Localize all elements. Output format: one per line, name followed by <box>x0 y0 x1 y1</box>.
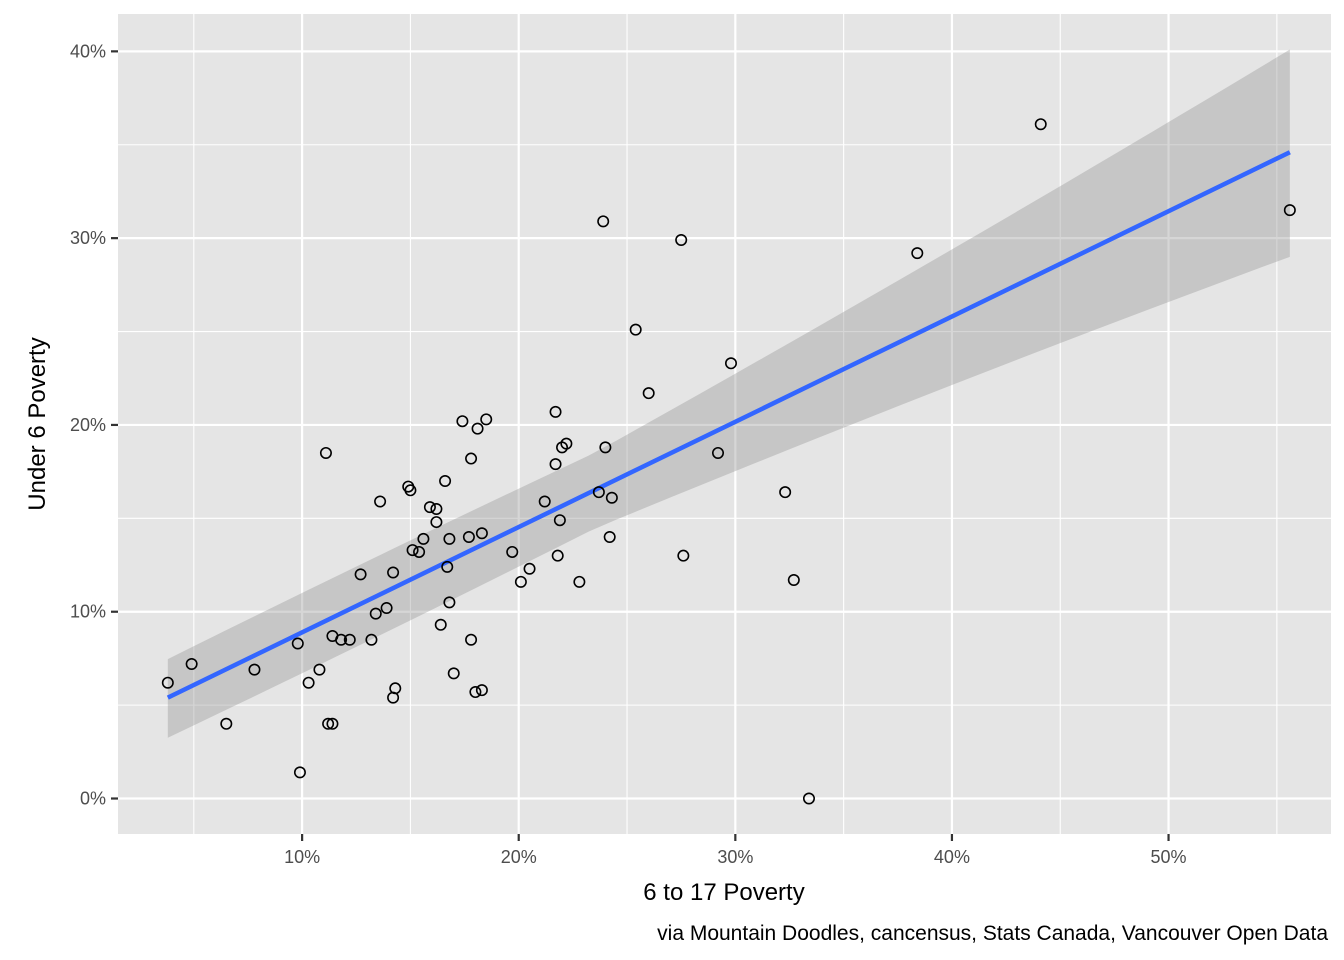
data-point <box>471 422 484 435</box>
data-point <box>465 633 478 646</box>
data-point <box>605 491 618 504</box>
data-point <box>302 676 315 689</box>
data-point <box>599 441 612 454</box>
y-tick-label: 20% <box>70 415 106 435</box>
data-point <box>514 575 527 588</box>
data-point <box>293 766 306 779</box>
data-point <box>1034 118 1047 131</box>
data-point <box>380 601 393 614</box>
data-point <box>248 663 261 676</box>
data-point <box>434 618 447 631</box>
data-point <box>365 633 378 646</box>
data-point <box>802 792 815 805</box>
chart-caption: via Mountain Doodles, cancensus, Stats C… <box>657 922 1328 945</box>
trend-line <box>166 150 1291 700</box>
data-point <box>313 663 326 676</box>
y-axis: 0% 10% 20% 30% 40% <box>70 41 118 809</box>
data-point <box>441 560 454 573</box>
data-point <box>326 717 339 730</box>
data-point <box>374 495 387 508</box>
data-point <box>462 531 475 544</box>
data-point <box>475 527 488 540</box>
minor-gridlines <box>118 14 1331 834</box>
data-point <box>456 415 469 428</box>
data-point <box>465 452 478 465</box>
data-point <box>430 502 443 515</box>
x-tick-label: 30% <box>717 847 753 867</box>
data-point <box>354 568 367 581</box>
x-axis-title: 6 to 17 Poverty <box>643 879 804 906</box>
x-tick-label: 20% <box>501 847 537 867</box>
data-point <box>779 486 792 499</box>
data-point <box>551 549 564 562</box>
data-point <box>592 486 605 499</box>
data-point <box>475 684 488 697</box>
data-point <box>480 413 493 426</box>
x-tick-label: 10% <box>284 847 320 867</box>
x-axis: 10% 20% 30% 40% 50% <box>284 834 1187 867</box>
data-point <box>447 667 460 680</box>
data-point <box>712 446 725 459</box>
data-point <box>387 566 400 579</box>
y-tick-label: 10% <box>70 602 106 622</box>
data-point <box>549 405 562 418</box>
x-tick-label: 50% <box>1151 847 1187 867</box>
data-points <box>161 118 1296 805</box>
data-point <box>369 607 382 620</box>
data-point <box>430 516 443 529</box>
data-point <box>642 387 655 400</box>
y-tick-label: 30% <box>70 228 106 248</box>
data-point <box>439 474 452 487</box>
data-point <box>413 545 426 558</box>
data-point <box>724 357 737 370</box>
data-point <box>603 531 616 544</box>
data-point <box>549 458 562 471</box>
data-point <box>161 676 174 689</box>
data-point <box>523 562 536 575</box>
y-tick-label: 0% <box>80 789 106 809</box>
data-point <box>389 682 402 695</box>
data-point <box>406 544 419 557</box>
data-point <box>597 215 610 228</box>
data-point <box>469 686 482 699</box>
data-point <box>677 549 690 562</box>
data-point <box>443 532 456 545</box>
data-point <box>322 717 335 730</box>
y-axis-title: Under 6 Poverty <box>24 337 51 510</box>
data-point <box>675 234 688 247</box>
major-gridlines <box>118 14 1331 834</box>
data-point <box>553 514 566 527</box>
confidence-band <box>167 49 1290 738</box>
data-point <box>220 717 233 730</box>
data-point <box>560 437 573 450</box>
data-point <box>291 637 304 650</box>
data-point <box>343 633 356 646</box>
x-tick-label: 40% <box>934 847 970 867</box>
data-point <box>629 323 642 336</box>
data-point <box>404 484 417 497</box>
data-point <box>185 658 198 671</box>
data-point <box>443 596 456 609</box>
data-point <box>1283 204 1296 217</box>
data-point <box>423 501 436 514</box>
data-point <box>335 633 348 646</box>
data-point <box>787 573 800 586</box>
data-point <box>538 495 551 508</box>
data-point <box>506 545 519 558</box>
data-point <box>573 575 586 588</box>
data-point <box>911 247 924 260</box>
data-point <box>319 446 332 459</box>
data-point <box>417 532 430 545</box>
y-tick-label: 40% <box>70 41 106 61</box>
